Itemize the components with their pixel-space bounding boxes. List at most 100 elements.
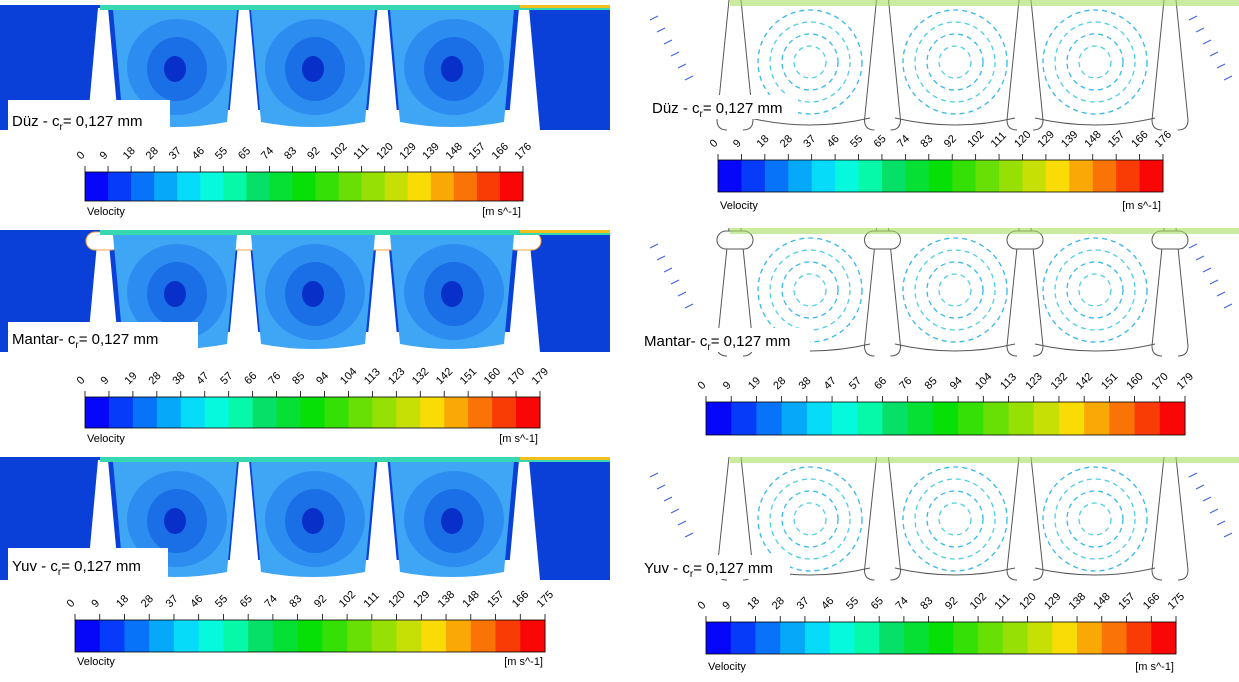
vortex-vectors [902, 9, 1008, 115]
colorbar-segment [881, 160, 906, 192]
shear-vectors [730, 0, 1239, 6]
colorbar-segment [806, 402, 833, 435]
colorbar-segment [835, 160, 860, 192]
colorbar-segment [781, 402, 808, 435]
panel-label: Düz - cr= 0,127 mm [12, 113, 142, 133]
colorbar-segment [361, 172, 386, 201]
colorbar-segment [1084, 402, 1110, 435]
contour-panel: Mantar- cr= 0,127 mm 0 9 19 28 38 47 57 66 76 85 94… [0, 230, 610, 445]
side-vector [1216, 291, 1226, 297]
colorbar-segment [470, 620, 497, 652]
colorbar-tick-label: 175 [535, 589, 556, 610]
side-vector [1223, 532, 1233, 538]
colorbar-segment [396, 620, 422, 652]
colorbar-tick-label: 120 [1012, 129, 1033, 150]
colorbar-tick-label: 28 [146, 370, 163, 387]
vortex-vectors [938, 273, 972, 307]
colorbar-segment [108, 172, 132, 201]
colorbar-tick-label: 102 [968, 591, 989, 612]
colorbar-tick-label: 166 [510, 589, 531, 610]
colorbar-tick-label: 9 [731, 137, 744, 150]
colorbar-segment [371, 620, 398, 652]
side-vector [677, 291, 687, 297]
vortex-vectors [902, 466, 1008, 572]
vortex-core [441, 56, 463, 82]
colorbar-tick-label: 129 [1042, 591, 1063, 612]
colorbar-tick-label: 66 [872, 375, 889, 392]
label-sub: r [707, 342, 711, 353]
colorbar-tick-label: 85 [290, 370, 307, 387]
colorbar-segment [131, 172, 155, 201]
colorbar-segment [1092, 160, 1117, 192]
colorbar-tick-label: 9 [99, 374, 112, 387]
vortex-vectors [1054, 21, 1136, 103]
colorbar-tick-label: 18 [745, 595, 762, 612]
colorbar-segment [204, 397, 230, 428]
colorbar-tick-label: 175 [1166, 591, 1187, 612]
side-vector [1223, 75, 1233, 81]
colorbar-tick-label: 66 [242, 370, 259, 387]
label-box [8, 548, 168, 580]
colorbar-segment [706, 402, 732, 435]
side-vector [649, 15, 659, 21]
colorbar-tick-label: 123 [1023, 371, 1044, 392]
colorbar-segment [1027, 622, 1053, 654]
tooth [366, 8, 399, 130]
colorbar-tick-label: 139 [420, 141, 441, 162]
colorbar-quantity: Velocity [77, 656, 115, 668]
colorbar-tick-label: 18 [754, 133, 771, 150]
colorbar-segment [132, 397, 158, 428]
colorbar-segment [108, 397, 134, 428]
colorbar-segment [1077, 622, 1103, 654]
colorbar-segment [730, 622, 756, 654]
colorbar-tick-label: 57 [847, 375, 864, 392]
label-prefix: Yuv - c [644, 560, 690, 577]
colorbar-frame [705, 401, 1186, 436]
colorbar-segment [1134, 402, 1161, 435]
vortex-core [441, 508, 463, 534]
colorbar-tick-label: 120 [374, 141, 395, 162]
vortex-vectors [1054, 249, 1136, 331]
label-prefix: Mantar- c [12, 331, 76, 348]
label-prefix: Düz - c [652, 100, 700, 117]
label-box [8, 322, 198, 355]
colorbar-tick-label: 9 [721, 379, 734, 392]
colorbar-tick-label: 74 [895, 133, 912, 150]
colorbar-segment [706, 622, 732, 654]
colorbar-tick-label: 102 [337, 589, 358, 610]
colorbar-segment [1052, 622, 1078, 654]
side-vector [1202, 39, 1212, 45]
colorbar-tick-label: 111 [992, 592, 1012, 612]
label-sub: r [58, 567, 62, 578]
colorbar-segment [1033, 402, 1060, 435]
side-vector [677, 520, 687, 526]
label-prefix: Mantar- c [644, 333, 708, 350]
colorbar-segment [854, 622, 880, 654]
side-vector [1216, 520, 1226, 526]
label-suffix: = 0,127 mm [703, 100, 783, 117]
colorbar-segment [292, 172, 317, 201]
colorbar-segment [272, 620, 299, 652]
side-vector [684, 75, 694, 81]
colorbar-tick-label: 176 [1153, 129, 1174, 150]
vortex-vectors [1042, 9, 1148, 115]
tooth-outline [716, 0, 754, 131]
tooth-outline [863, 227, 902, 357]
vortex-vectors [1066, 33, 1124, 91]
colorbar-tick-label: 37 [801, 133, 818, 150]
colorbar-tick-label: 129 [397, 141, 418, 162]
side-vector [1209, 51, 1219, 57]
colorbar-segment [905, 160, 930, 192]
colorbar-tick-label: 9 [720, 599, 733, 612]
colorbar-segment [1151, 622, 1177, 654]
colorbar-segment [177, 172, 201, 201]
colorbar-segment [322, 620, 348, 652]
colorbar-segment [223, 172, 247, 201]
colorbar-tick-label: 46 [190, 145, 207, 162]
colorbar-tick-label: 132 [1049, 371, 1070, 392]
colorbar-tick-label: 166 [1129, 129, 1150, 150]
colorbar-segment [731, 402, 757, 435]
vortex-vectors [1066, 490, 1124, 548]
colorbar-segment [1139, 160, 1164, 192]
colorbar-tick-label: 55 [213, 593, 230, 610]
